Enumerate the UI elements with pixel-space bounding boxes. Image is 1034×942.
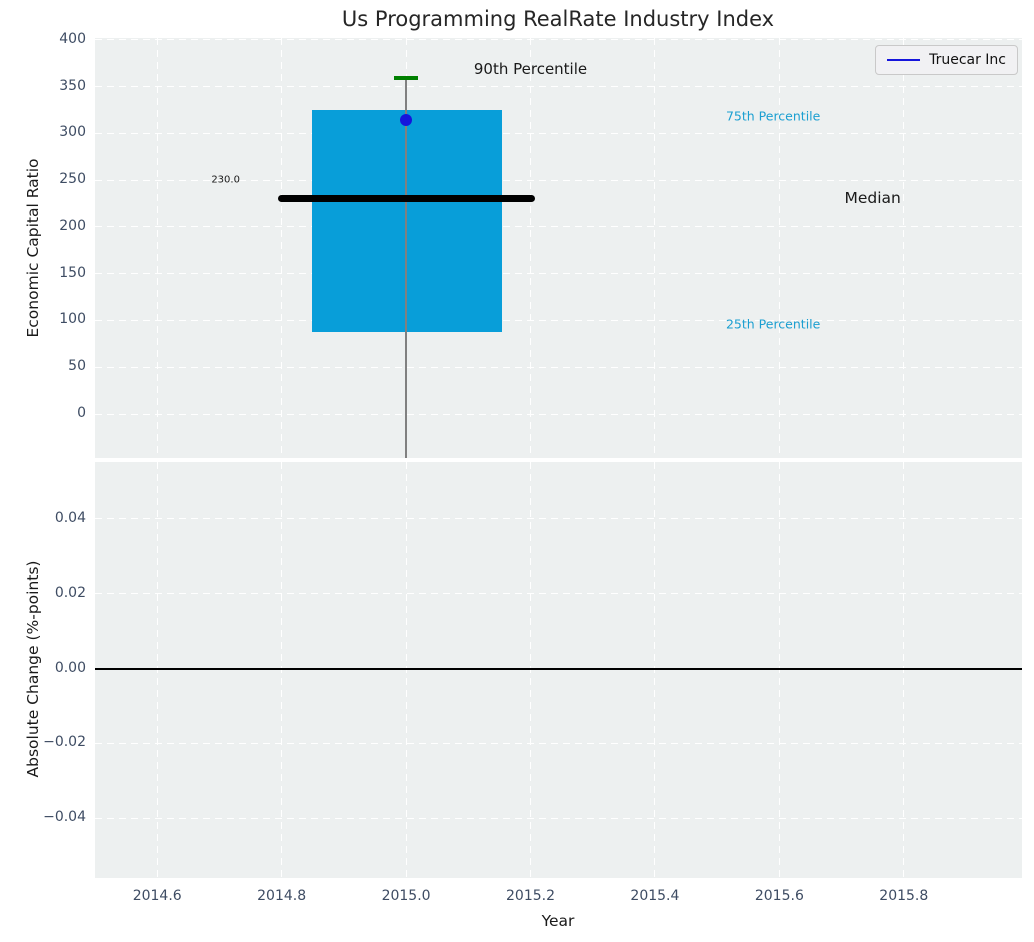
y-tick-label: 0.00	[54, 659, 86, 676]
x-axis-label: Year	[541, 912, 575, 930]
y-tick-label: −0.04	[43, 809, 86, 826]
y-tick-label: 250	[59, 171, 86, 188]
x-tick-label: 2015.4	[630, 888, 680, 904]
x-tick-label: 2015.8	[879, 888, 929, 904]
gridline-horizontal	[95, 742, 1022, 744]
gridline-horizontal	[95, 179, 1022, 181]
median-line	[277, 195, 535, 203]
y-tick-label: 0.04	[54, 509, 86, 526]
gridline-vertical	[405, 462, 407, 878]
gridline-vertical	[156, 38, 158, 458]
percentile-90-cap	[394, 76, 418, 80]
gridline-vertical	[281, 462, 283, 878]
percentile-box	[312, 110, 502, 332]
legend-label: Truecar Inc	[929, 52, 1006, 68]
plot-area-bottom	[95, 462, 1022, 878]
zero-change-line	[95, 667, 1022, 670]
legend: Truecar Inc	[875, 45, 1018, 75]
gridline-vertical	[530, 462, 531, 878]
gridline-horizontal	[95, 413, 1022, 415]
gridline-vertical	[778, 38, 780, 458]
y-tick-label: 0.02	[54, 584, 86, 601]
x-tick-label: 2015.0	[381, 888, 431, 904]
gridline-horizontal	[95, 86, 1022, 88]
median-value-label: 230.0	[211, 174, 240, 186]
gridline-vertical	[903, 38, 905, 458]
gridline-vertical	[156, 462, 158, 878]
gridline-horizontal	[95, 518, 1022, 520]
gridline-vertical	[530, 38, 531, 458]
gridline-horizontal	[95, 319, 1022, 321]
y-tick-label: 100	[59, 311, 86, 328]
y-tick-label: 0	[77, 405, 86, 422]
x-tick-label: 2015.6	[754, 888, 804, 904]
legend-line-sample-icon	[887, 58, 921, 62]
y-tick-label: −0.02	[43, 734, 86, 751]
annotation-p25-label: 25th Percentile	[725, 316, 821, 332]
y-tick-label: 300	[59, 124, 86, 141]
company-data-point	[400, 114, 413, 127]
y-tick-label: 50	[68, 358, 86, 375]
annotation-p75-label: 75th Percentile	[725, 108, 821, 124]
y-tick-label: 400	[59, 30, 86, 47]
gridline-vertical	[903, 462, 905, 878]
gridline-vertical	[654, 462, 656, 878]
gridline-vertical	[281, 38, 283, 458]
gridline-horizontal	[95, 366, 1022, 368]
x-tick-label: 2014.6	[132, 888, 182, 904]
gridline-vertical	[654, 38, 656, 458]
y-tick-label: 200	[59, 217, 86, 234]
whisker-line	[405, 78, 407, 458]
annotation-p90-label: 90th Percentile	[473, 59, 588, 78]
y-tick-label: 350	[59, 77, 86, 94]
x-tick-label: 2014.8	[257, 888, 307, 904]
gridline-horizontal	[95, 226, 1022, 228]
gridline-horizontal	[95, 817, 1022, 819]
gridline-horizontal	[95, 273, 1022, 275]
x-tick-label: 2015.2	[506, 888, 555, 904]
plot-area-top	[95, 38, 1022, 458]
gridline-horizontal	[95, 132, 1022, 134]
gridline-vertical	[778, 462, 780, 878]
annotation-median-label: Median	[844, 188, 901, 207]
gridline-horizontal	[95, 593, 1022, 595]
gridline-horizontal	[95, 39, 1022, 41]
y-tick-label: 150	[59, 264, 86, 281]
chart-title: Us Programming RealRate Industry Index	[341, 7, 775, 31]
